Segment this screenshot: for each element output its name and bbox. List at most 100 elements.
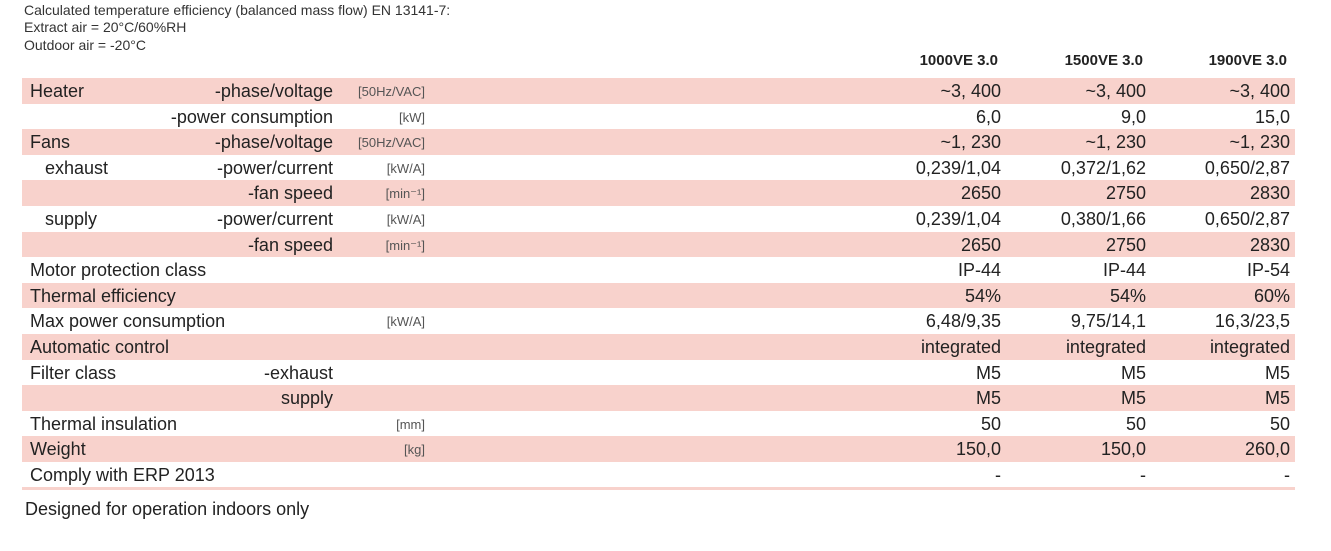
row-label: Comply with ERP 2013: [30, 465, 215, 485]
row-value: 0,239/1,04: [915, 209, 1001, 229]
row-sublabel: -exhaust: [263, 362, 333, 383]
row-value: 50: [1269, 413, 1290, 434]
table-bottom-rule: [22, 487, 1295, 490]
row-value: -: [995, 465, 1001, 485]
row-value: M5: [1120, 388, 1146, 409]
header-line: Extract air = 20°C/60%RH: [24, 19, 187, 35]
row-label: Weight: [30, 439, 86, 460]
row-value: 0,239/1,04: [915, 157, 1001, 178]
row-value: 50: [1125, 413, 1146, 434]
row-value: ~3, 400: [940, 81, 1001, 101]
column-header: 1000VE 3.0: [919, 52, 998, 69]
row-value: ~1, 230: [1085, 132, 1146, 153]
row-value: 0,650/2,87: [1204, 209, 1290, 229]
row-value: 260,0: [1244, 439, 1290, 460]
row-value: ~3, 400: [1085, 81, 1146, 101]
table-row: Filter class -exhaust M5 M5 M5: [22, 360, 1295, 386]
row-value: ~3, 400: [1229, 81, 1290, 101]
table-row: Motor protection class IP-44 IP-44 IP-54: [22, 257, 1295, 283]
row-unit: [kW/A]: [386, 160, 425, 176]
row-value: -: [1284, 465, 1290, 485]
row-label: Max power consumption: [30, 311, 226, 332]
column-header: 1500VE 3.0: [1064, 52, 1143, 69]
row-value: 16,3/23,5: [1214, 311, 1290, 332]
row-value: 2650: [960, 183, 1001, 204]
row-label: Motor protection class: [30, 260, 207, 281]
row-label: Automatic control: [30, 337, 170, 357]
row-value: ~1, 230: [1229, 132, 1290, 153]
row-value: 54%: [1109, 285, 1146, 306]
table-row: supply -power/current [kW/A] 0,239/1,04 0,38…: [22, 206, 1295, 232]
row-label: Thermal efficiency: [30, 285, 176, 306]
header-line: Calculated temperature efficiency (balan…: [24, 2, 451, 18]
table-row: Fans -phase/voltage [50Hz/VAC] ~1, 230 ~1, 2…: [22, 129, 1295, 155]
row-value: M5: [1120, 362, 1146, 383]
row-sublabel: -phase/voltage: [214, 81, 333, 101]
row-value: IP-54: [1246, 260, 1290, 281]
row-unit: [kg]: [404, 442, 425, 458]
row-unit: [kW/A]: [386, 212, 425, 227]
row-value: 150,0: [955, 439, 1001, 460]
row-value: 60%: [1253, 285, 1290, 306]
row-label: exhaust: [45, 157, 109, 178]
table-row: -power consumption [kW] 6,0 9,0 15,0: [22, 104, 1295, 130]
row-value: 9,75/14,1: [1070, 311, 1146, 332]
row-label: Fans: [30, 132, 71, 153]
row-sublabel: -fan speed: [247, 183, 333, 204]
row-value: 2750: [1105, 183, 1146, 204]
row-value: M5: [975, 388, 1001, 409]
row-sublabel: -phase/voltage: [214, 132, 333, 153]
row-value: integrated: [1065, 337, 1146, 357]
header-line: Outdoor air = -20°C: [24, 37, 146, 53]
table-row: Thermal insulation [mm] 50 50 50: [22, 411, 1295, 437]
row-value: -: [1140, 465, 1146, 485]
row-sublabel: supply: [280, 388, 333, 409]
row-sublabel: -power consumption: [170, 106, 333, 127]
table-row: exhaust -power/current [kW/A] 0,239/1,04 0,3…: [22, 155, 1295, 181]
row-sublabel: -power/current: [216, 157, 333, 178]
table-row: Max power consumption [kW/A] 6,48/9,35 9,75…: [22, 308, 1295, 334]
row-unit: [min⁻¹]: [385, 186, 425, 202]
row-value: 50: [980, 413, 1001, 434]
row-value: 150,0: [1100, 439, 1146, 460]
row-value: ~1, 230: [940, 132, 1001, 153]
row-value: integrated: [1209, 337, 1290, 357]
row-label: Filter class: [30, 362, 117, 383]
row-value: 6,48/9,35: [925, 311, 1001, 332]
row-value: 2830: [1249, 234, 1290, 255]
row-value: M5: [1264, 362, 1290, 383]
table-row: -fan speed [min⁻¹] 2650 2750 2830: [22, 231, 1295, 258]
row-label: Heater: [30, 81, 85, 101]
row-value: 0,380/1,66: [1060, 209, 1146, 229]
table-row: Automatic control integrated integrated int…: [22, 334, 1295, 360]
table-row: Comply with ERP 2013 - - -: [22, 462, 1295, 488]
row-value: 15,0: [1254, 106, 1290, 127]
row-label: Thermal insulation: [30, 413, 178, 434]
row-value: integrated: [920, 337, 1001, 357]
row-unit: [kW/A]: [386, 314, 425, 330]
row-label: supply: [45, 209, 98, 229]
table-row: Weight [kg] 150,0 150,0 260,0: [22, 436, 1295, 462]
row-value: 2650: [960, 234, 1001, 255]
table-row: -fan speed [min⁻¹] 2650 2750 2830: [22, 180, 1295, 206]
row-sublabel: -fan speed: [247, 234, 333, 255]
row-unit: [mm]: [396, 416, 425, 432]
row-value: 0,650/2,87: [1204, 157, 1290, 178]
row-unit: [50Hz/VAC]: [358, 84, 425, 99]
row-unit: [kW]: [399, 109, 425, 125]
table-row: Heater -phase/voltage [50Hz/VAC] ~3, 400 ~3,…: [22, 78, 1295, 104]
row-value: IP-44: [957, 260, 1001, 281]
table-row: Thermal efficiency 54% 54% 60%: [22, 282, 1295, 309]
table-row: supply M5 M5 M5: [22, 385, 1295, 411]
row-value: M5: [975, 362, 1001, 383]
row-value: 2830: [1249, 183, 1290, 204]
row-value: 9,0: [1120, 106, 1146, 127]
row-value: 6,0: [975, 106, 1001, 127]
row-value: 2750: [1105, 234, 1146, 255]
row-value: M5: [1264, 388, 1290, 409]
row-value: 54%: [964, 285, 1001, 306]
row-unit: [min⁻¹]: [385, 237, 425, 253]
row-value: 0,372/1,62: [1060, 157, 1146, 178]
column-header: 1900VE 3.0: [1208, 52, 1287, 69]
